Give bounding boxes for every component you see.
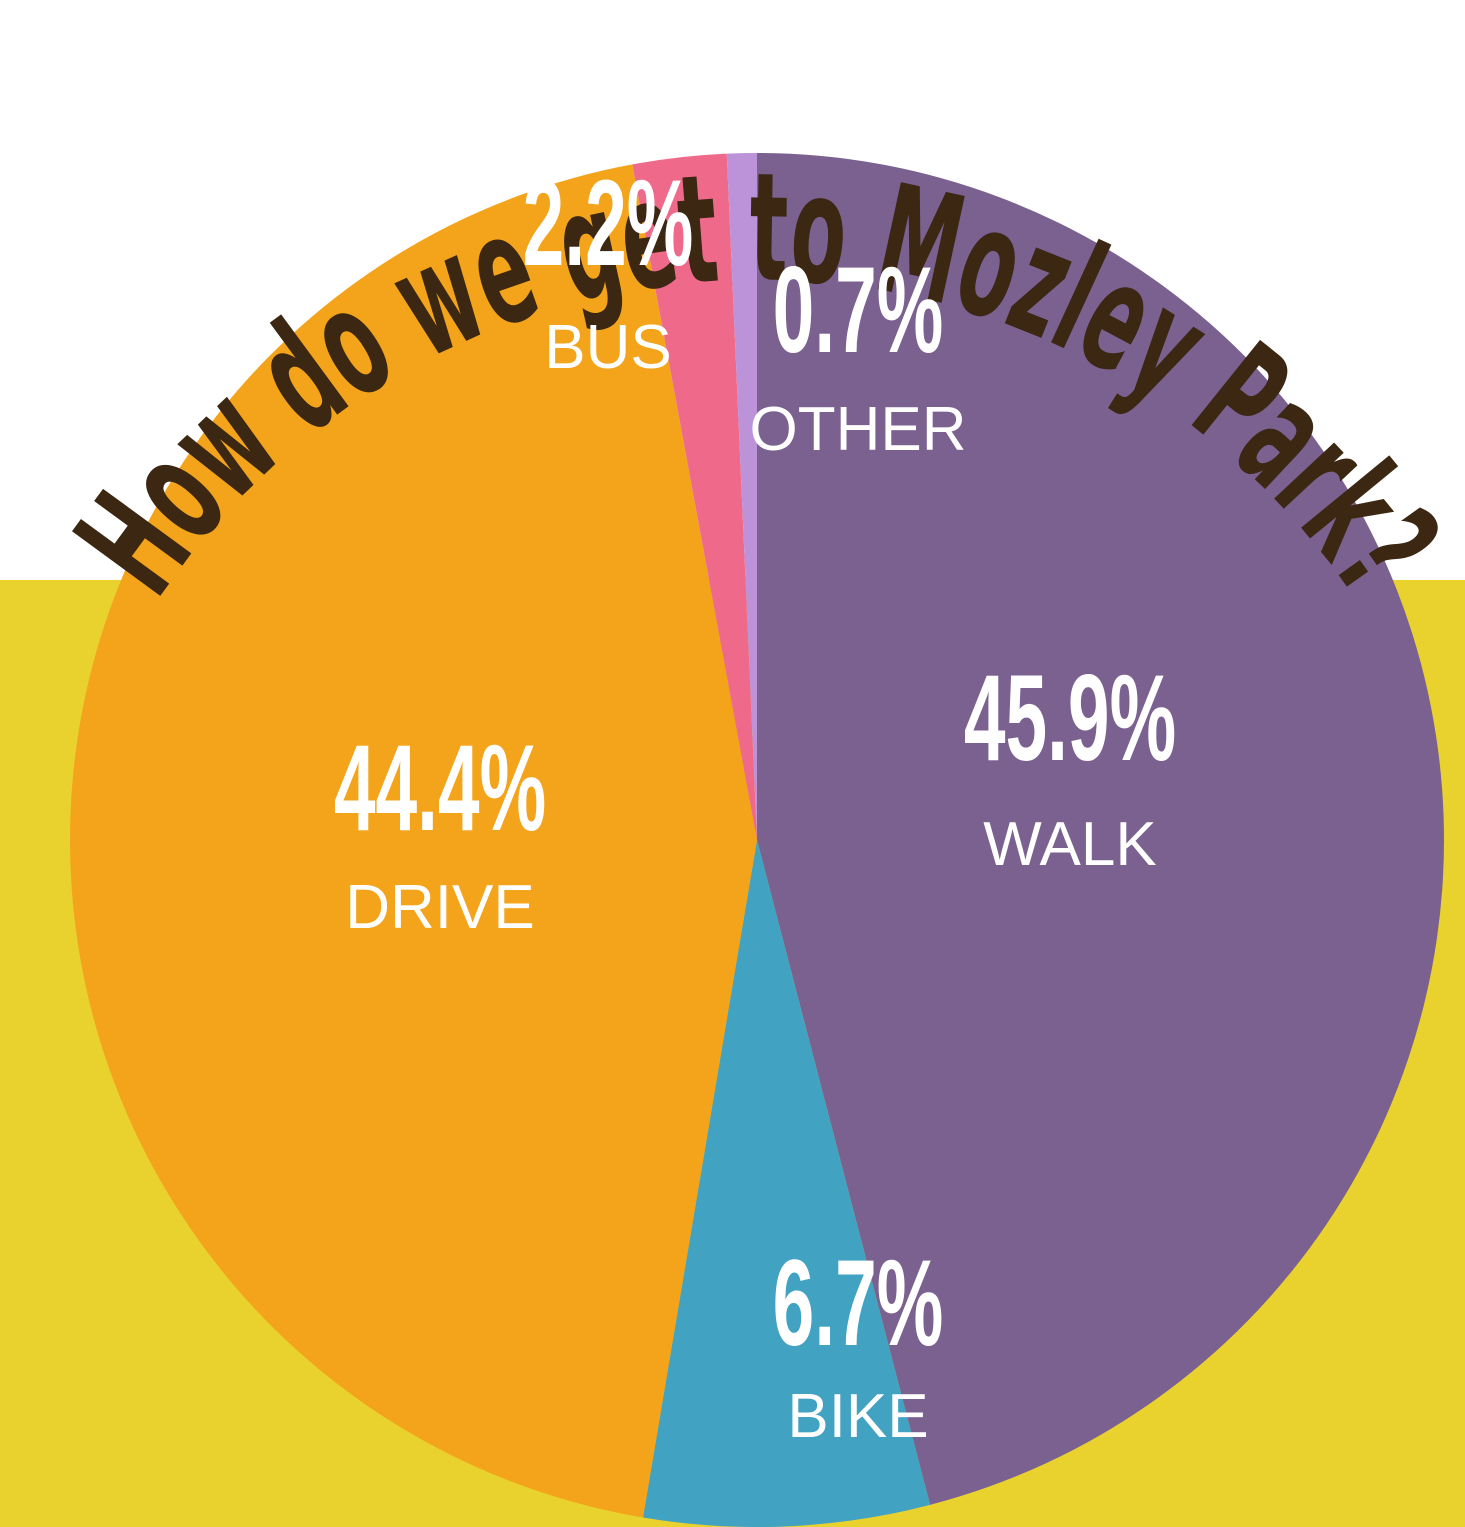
pie-slice bbox=[643, 840, 931, 1527]
pie-slice bbox=[757, 153, 1445, 1505]
category-label: BUS bbox=[544, 313, 671, 382]
pie-slice bbox=[69, 164, 758, 1518]
pie-slice bbox=[632, 153, 757, 840]
pie-slice bbox=[726, 153, 757, 840]
pie bbox=[69, 153, 1445, 1527]
value-label: 6.7% bbox=[773, 1234, 944, 1372]
value-label: 0.7% bbox=[773, 241, 944, 379]
category-label: DRIVE bbox=[345, 873, 534, 942]
category-label: OTHER bbox=[750, 395, 967, 464]
category-label: WALK bbox=[983, 810, 1156, 879]
value-label: 45.9% bbox=[964, 649, 1176, 787]
category-label: BIKE bbox=[787, 1382, 928, 1451]
value-label: 44.4% bbox=[334, 719, 546, 857]
value-label: 2.2% bbox=[523, 154, 694, 292]
